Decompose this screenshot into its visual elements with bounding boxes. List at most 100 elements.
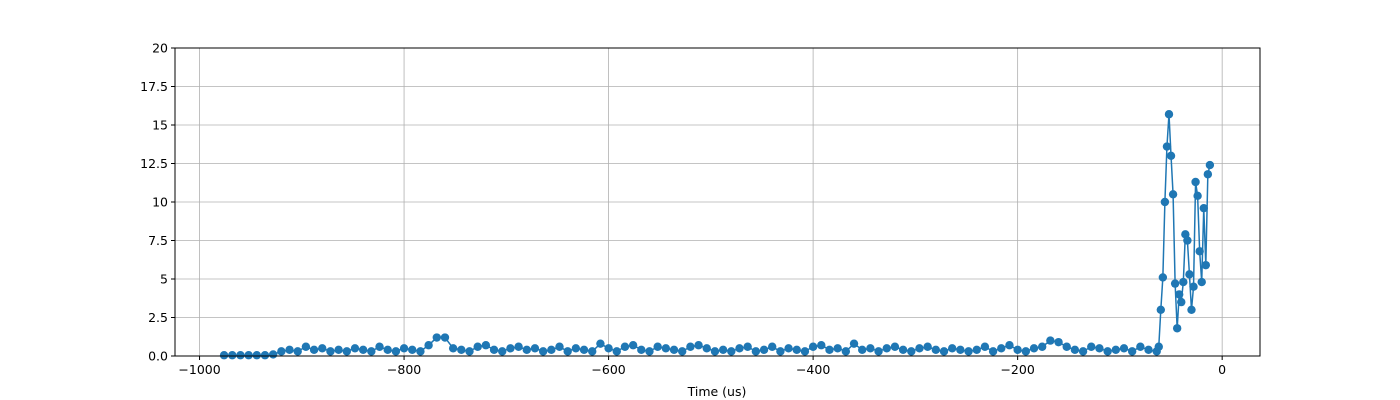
data-point xyxy=(890,342,900,351)
data-point xyxy=(1103,347,1112,356)
data-point xyxy=(440,333,450,342)
data-point xyxy=(997,344,1006,353)
data-point xyxy=(1087,342,1096,351)
data-point xyxy=(260,351,270,360)
data-point xyxy=(563,347,572,356)
data-point xyxy=(1175,290,1184,299)
data-point xyxy=(735,344,744,353)
data-point xyxy=(1189,282,1198,291)
data-point xyxy=(244,351,253,360)
data-point xyxy=(498,347,507,356)
data-point xyxy=(1191,177,1200,187)
data-point xyxy=(792,345,801,355)
data-point xyxy=(686,342,695,351)
data-point xyxy=(841,347,851,356)
data-point xyxy=(1111,345,1121,355)
data-point xyxy=(1205,160,1215,170)
data-point xyxy=(1177,297,1186,307)
data-point xyxy=(350,344,360,353)
data-point xyxy=(473,342,482,351)
data-point xyxy=(1197,277,1206,287)
data-point xyxy=(874,347,883,356)
data-point xyxy=(710,347,720,356)
data-point xyxy=(653,342,662,351)
data-point xyxy=(530,344,540,353)
data-point xyxy=(408,345,417,355)
data-point xyxy=(1203,170,1213,179)
x-tick-label: −600 xyxy=(591,362,625,377)
data-point xyxy=(1195,247,1204,256)
y-tick-label: 2.5 xyxy=(148,310,168,325)
data-point xyxy=(858,345,867,355)
data-point xyxy=(416,347,425,356)
data-point xyxy=(718,345,728,355)
data-point xyxy=(399,344,409,353)
data-point xyxy=(1156,305,1166,314)
data-point xyxy=(1172,324,1182,333)
data-point xyxy=(776,347,785,356)
data-point xyxy=(424,341,433,350)
data-point xyxy=(612,347,621,356)
data-point xyxy=(669,345,679,355)
data-point xyxy=(293,347,302,356)
data-point xyxy=(1095,344,1104,353)
data-point xyxy=(538,347,548,356)
plot-frame xyxy=(174,47,1261,357)
x-tick-label: −800 xyxy=(387,362,421,377)
data-point xyxy=(1168,190,1178,199)
data-point xyxy=(882,344,891,353)
data-point xyxy=(784,344,793,353)
data-point xyxy=(1013,345,1022,355)
data-point xyxy=(1164,110,1174,119)
data-point xyxy=(727,347,736,356)
data-point xyxy=(318,344,327,353)
data-point xyxy=(555,342,564,351)
data-point xyxy=(1136,342,1145,351)
x-tick-label: −1000 xyxy=(178,362,220,377)
data-point xyxy=(465,347,474,356)
data-point xyxy=(1158,273,1168,282)
data-point xyxy=(866,344,875,353)
data-point xyxy=(522,345,531,355)
data-point xyxy=(702,344,711,353)
data-point xyxy=(759,345,769,355)
data-point xyxy=(1162,142,1172,151)
data-point xyxy=(817,341,826,350)
data-point xyxy=(956,345,965,355)
data-point xyxy=(1179,277,1188,287)
data-point xyxy=(1170,279,1180,288)
data-point xyxy=(694,341,703,350)
data-point xyxy=(1119,344,1129,353)
data-point xyxy=(1070,345,1080,355)
data-point xyxy=(678,347,687,356)
data-point xyxy=(1160,197,1170,207)
data-point xyxy=(768,342,777,351)
data-point xyxy=(547,345,556,355)
data-point xyxy=(342,347,352,356)
data-point xyxy=(432,333,441,342)
data-point xyxy=(1062,342,1071,351)
data-point xyxy=(915,344,924,353)
x-axis-label: Time (us) xyxy=(687,384,747,399)
data-point xyxy=(1078,347,1088,356)
data-line xyxy=(224,114,1211,356)
data-point xyxy=(604,344,613,353)
data-point xyxy=(1005,341,1014,350)
y-tick-label: 17.5 xyxy=(140,79,168,94)
y-tick-label: 5 xyxy=(160,272,168,287)
data-point xyxy=(457,345,466,355)
data-point xyxy=(1183,236,1192,245)
y-tick-label: 15 xyxy=(152,118,168,133)
data-point xyxy=(375,342,384,351)
data-point xyxy=(579,345,589,355)
data-point xyxy=(489,345,499,355)
x-tick-label: −400 xyxy=(796,362,830,377)
data-point xyxy=(1037,342,1047,351)
data-point xyxy=(367,347,376,356)
data-point xyxy=(825,345,834,355)
x-tick-label: 0 xyxy=(1218,362,1226,377)
data-point xyxy=(391,347,401,356)
data-point xyxy=(448,344,458,353)
data-point xyxy=(808,342,818,351)
